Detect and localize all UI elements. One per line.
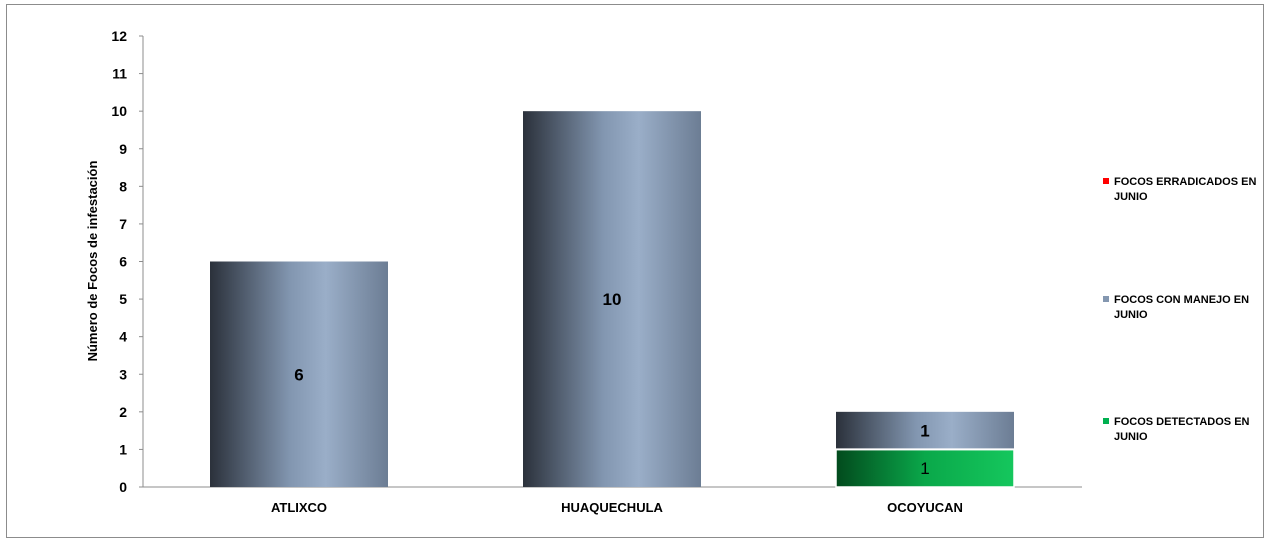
y-tick-label: 0 bbox=[119, 479, 127, 495]
data-label: 1 bbox=[920, 459, 929, 478]
legend: FOCOS ERRADICADOS EN JUNIO FOCOS CON MANEJ… bbox=[1103, 176, 1256, 443]
legend-swatch bbox=[1103, 178, 1109, 184]
bars-group bbox=[210, 111, 1015, 488]
y-tick-label: 12 bbox=[111, 28, 127, 44]
data-label: 6 bbox=[294, 365, 303, 384]
legend-swatch bbox=[1103, 296, 1109, 302]
y-tick-label: 8 bbox=[119, 178, 127, 194]
legend-label: FOCOS DETECTADOS EN JUNIO bbox=[1114, 416, 1250, 443]
y-tick-label: 2 bbox=[119, 404, 127, 420]
y-tick-label: 11 bbox=[112, 66, 127, 82]
y-tick-label: 4 bbox=[119, 329, 127, 345]
y-tick-label: 6 bbox=[119, 254, 127, 270]
bar-segment-2-0 bbox=[835, 448, 1015, 488]
y-tick-label: 9 bbox=[119, 141, 127, 157]
legend-label: FOCOS ERRADICADOS EN JUNIO bbox=[1114, 176, 1256, 203]
y-tick-label: 7 bbox=[119, 216, 127, 232]
y-tick-label: 1 bbox=[119, 441, 127, 457]
bar-segment-0-1 bbox=[210, 261, 388, 487]
y-tick-label: 10 bbox=[111, 103, 127, 119]
data-labels-group: 6 10 1 1 bbox=[294, 290, 929, 478]
bar-segment-1-1 bbox=[523, 111, 701, 488]
y-tick-label: 3 bbox=[119, 366, 127, 382]
legend-item: FOCOS ERRADICADOS EN JUNIO bbox=[1103, 176, 1256, 203]
data-label: 10 bbox=[603, 290, 622, 309]
legend-swatch bbox=[1103, 418, 1109, 424]
category-labels: ATLIXCO HUAQUECHULA OCOYUCAN bbox=[271, 500, 963, 515]
legend-label: FOCOS CON MANEJO EN JUNIO bbox=[1114, 294, 1249, 321]
data-label: 1 bbox=[920, 422, 929, 441]
category-label: HUAQUECHULA bbox=[561, 500, 663, 515]
category-label: ATLIXCO bbox=[271, 500, 327, 515]
bar-segment-2-1 bbox=[836, 411, 1014, 450]
legend-item: FOCOS DETECTADOS EN JUNIO bbox=[1103, 416, 1250, 443]
y-axis-title: Número de Focos de infestación bbox=[85, 161, 100, 362]
category-label: OCOYUCAN bbox=[887, 500, 963, 515]
y-tick-label: 5 bbox=[119, 291, 127, 307]
legend-item: FOCOS CON MANEJO EN JUNIO bbox=[1103, 294, 1249, 321]
